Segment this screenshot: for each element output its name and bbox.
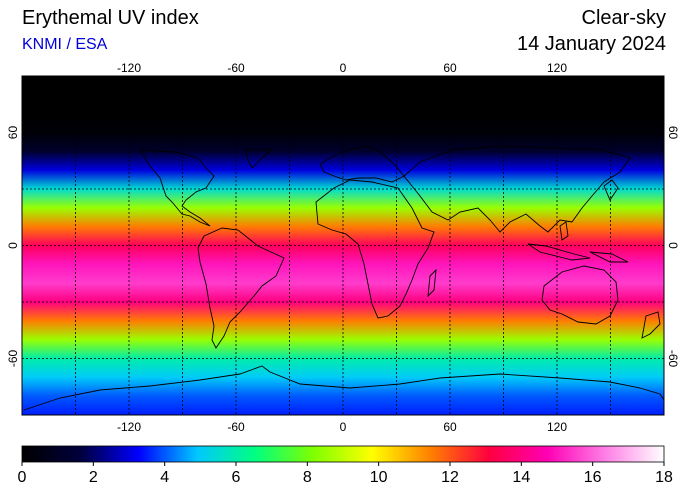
europe-outline	[319, 145, 405, 183]
new-zealand-outline	[641, 311, 661, 339]
africa-outline	[315, 179, 435, 319]
lat-tick-label: 60	[666, 126, 680, 140]
colorbar-tick-label: 12	[441, 469, 459, 486]
new-guinea-outline	[589, 251, 629, 263]
coastlines	[23, 145, 664, 411]
colorbar-tick-label: 14	[512, 469, 530, 486]
colorbar-tick-label: 6	[232, 469, 241, 486]
greenland-outline	[245, 149, 274, 169]
map-date: 14 January 2024	[516, 33, 666, 55]
graticule	[22, 76, 664, 415]
lat-ticks-left: 60 0 -60	[6, 126, 20, 368]
lon-tick-label: 120	[547, 420, 567, 434]
asia-outline	[403, 145, 631, 233]
madagascar-outline	[427, 268, 437, 298]
colorbar-tick-label: 0	[18, 469, 27, 486]
map-title: Erythemal UV index	[22, 7, 199, 29]
colorbar-frame	[21, 445, 665, 463]
lat-tick-label: 60	[6, 126, 20, 140]
colorbar-tick-label: 16	[584, 469, 602, 486]
map-frame	[21, 75, 665, 416]
lon-tick-label: 120	[547, 61, 567, 75]
colorbar-tick-label: 4	[160, 469, 169, 486]
antarctica-outline	[23, 365, 664, 411]
lon-tick-label: 60	[443, 420, 457, 434]
colorbar-ticks: 0 2 4 6 8 10 12 14 16 18	[18, 462, 673, 486]
lat-tick-label: -60	[666, 350, 680, 368]
lat-tick-label: 0	[6, 242, 20, 249]
colorbar	[22, 446, 664, 462]
indonesia-outline	[527, 243, 591, 261]
lat-tick-label: 0	[666, 242, 680, 249]
data-credit: KNMI / ESA	[22, 36, 108, 53]
lon-tick-label: -60	[227, 420, 245, 434]
lon-tick-label: 60	[443, 61, 457, 75]
philippines-outline	[559, 221, 569, 241]
lon-tick-label: 0	[340, 420, 347, 434]
lon-tick-label: -60	[227, 61, 245, 75]
colorbar-tick-label: 18	[655, 469, 673, 486]
south-america-outline	[197, 227, 285, 349]
lon-tick-label: -120	[117, 420, 141, 434]
lon-ticks-top: -120 -60 0 60 120	[117, 61, 567, 75]
colorbar-tick-label: 10	[370, 469, 388, 486]
colorbar-tick-label: 8	[303, 469, 312, 486]
lon-tick-label: -120	[117, 61, 141, 75]
sky-condition: Clear-sky	[581, 7, 666, 29]
lon-tick-label: 0	[340, 61, 347, 75]
australia-outline	[541, 265, 619, 325]
colorbar-tick-label: 2	[89, 469, 98, 486]
lat-tick-label: -60	[6, 350, 20, 368]
lon-ticks-bottom: -120 -60 0 60 120	[117, 420, 567, 434]
north-america-outline	[139, 149, 215, 227]
japan-outline	[603, 179, 619, 201]
lat-ticks-right: 60 0 -60	[666, 126, 680, 368]
